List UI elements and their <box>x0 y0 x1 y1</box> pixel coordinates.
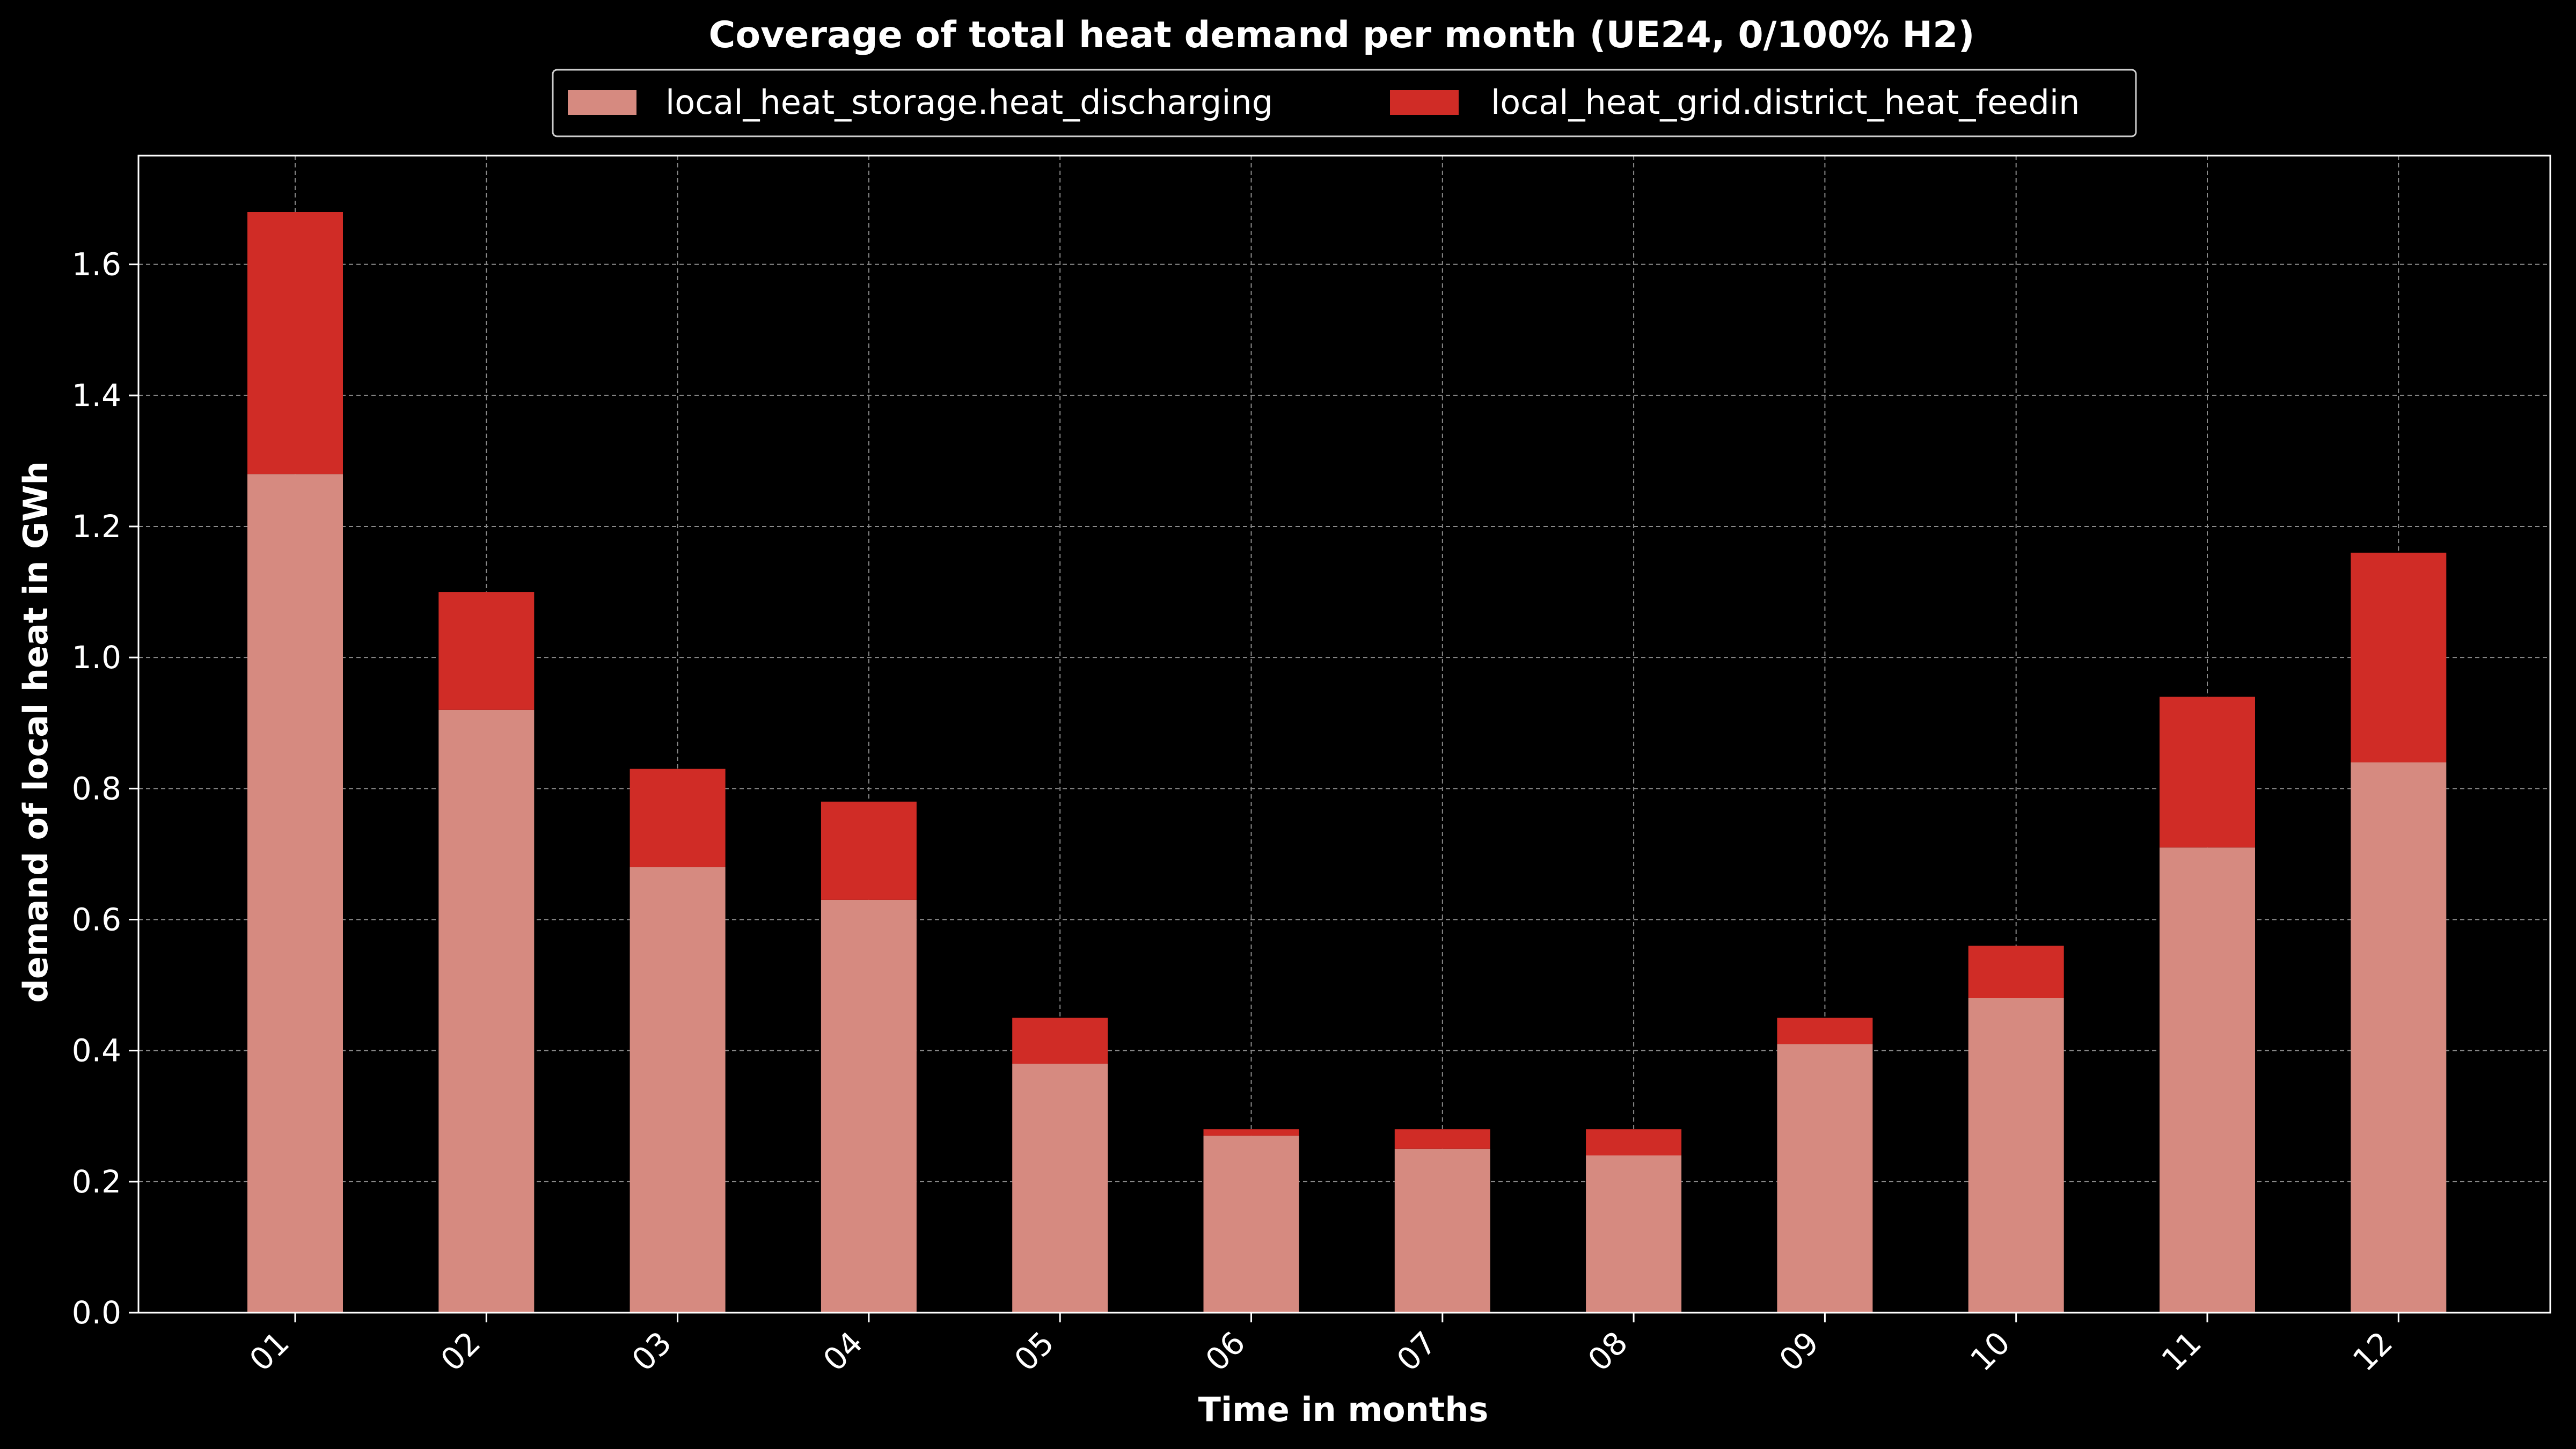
chart-title: Coverage of total heat demand per month … <box>708 14 1974 56</box>
legend-box <box>552 69 2137 137</box>
x-axis-title: Time in months <box>1198 1390 1489 1429</box>
legend: local_heat_storage.heat_discharging loca… <box>552 69 2137 137</box>
bar-heat-discharging <box>438 709 535 1313</box>
plot-frame <box>137 155 2551 1314</box>
y-tick-label: 0.0 <box>72 1294 121 1331</box>
bar-district-heat-feedin <box>630 769 726 867</box>
bar-district-heat-feedin <box>1968 946 2064 998</box>
y-axis-title: demand of local heat in GWh <box>16 461 55 1002</box>
bar-heat-discharging <box>821 899 917 1313</box>
bar-heat-discharging <box>1968 998 2064 1313</box>
bar-heat-discharging <box>1777 1044 1873 1313</box>
bar-district-heat-feedin <box>438 592 535 710</box>
legend-label-heat-discharging: local_heat_storage.heat_discharging <box>665 83 1273 122</box>
y-tick-label: 0.8 <box>72 770 121 807</box>
legend-label-district-heat-feedin: local_heat_grid.district_heat_feedin <box>1491 83 2080 122</box>
bar-district-heat-feedin <box>2351 552 2447 763</box>
y-tick-label: 1.6 <box>72 246 121 283</box>
y-tick-label: 1.2 <box>72 508 121 545</box>
bar-district-heat-feedin <box>1012 1018 1108 1064</box>
bar-district-heat-feedin <box>1203 1129 1299 1136</box>
bar-district-heat-feedin <box>247 211 343 474</box>
bar-district-heat-feedin <box>1777 1018 1873 1044</box>
bar-heat-discharging <box>247 474 343 1313</box>
bar-heat-discharging <box>1203 1136 1299 1313</box>
bar-heat-discharging <box>1586 1155 1682 1313</box>
y-tick-label: 0.4 <box>72 1033 121 1069</box>
y-tick-label: 0.2 <box>72 1163 121 1200</box>
bar-heat-discharging <box>630 867 726 1313</box>
bars-layer <box>247 211 2447 1313</box>
bar-heat-discharging <box>2160 847 2255 1313</box>
bar-heat-discharging <box>2351 762 2447 1313</box>
bar-district-heat-feedin <box>1394 1129 1490 1149</box>
legend-swatch-district-heat-feedin <box>1390 90 1459 115</box>
y-tick-label: 1.0 <box>72 639 121 676</box>
bar-district-heat-feedin <box>1586 1129 1682 1155</box>
bar-heat-discharging <box>1012 1064 1108 1313</box>
legend-swatch-heat-discharging <box>568 90 636 115</box>
bar-heat-discharging <box>1394 1148 1490 1313</box>
bar-district-heat-feedin <box>821 801 917 900</box>
bar-district-heat-feedin <box>2160 697 2255 848</box>
y-tick-label: 1.4 <box>72 377 121 414</box>
y-tick-label: 0.6 <box>72 901 121 938</box>
